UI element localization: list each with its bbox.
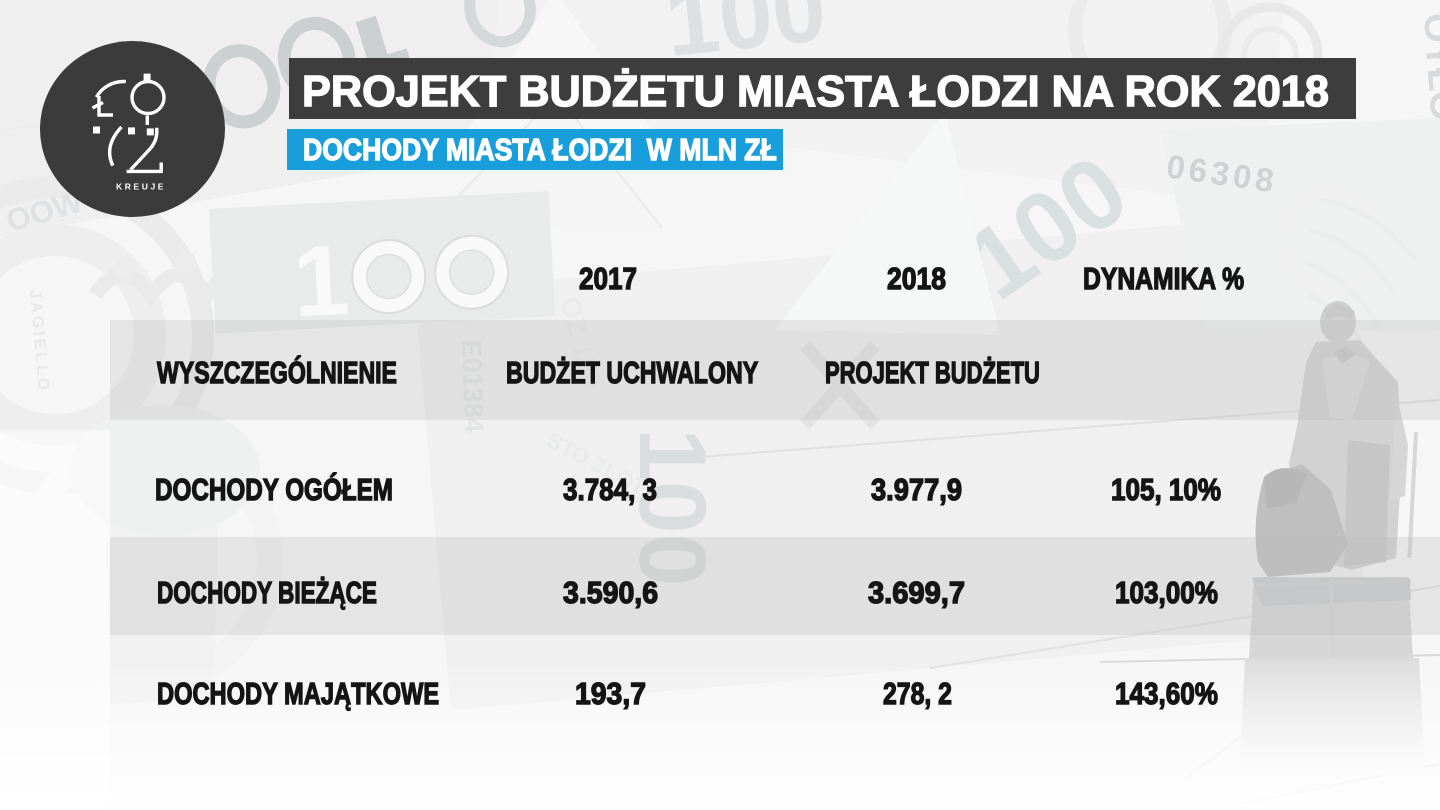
svg-text:100: 100 xyxy=(619,428,725,587)
svg-text:E01384: E01384 xyxy=(456,339,489,433)
svg-text:1: 1 xyxy=(290,224,351,339)
svg-text:KREUJE: KREUJE xyxy=(116,182,166,192)
